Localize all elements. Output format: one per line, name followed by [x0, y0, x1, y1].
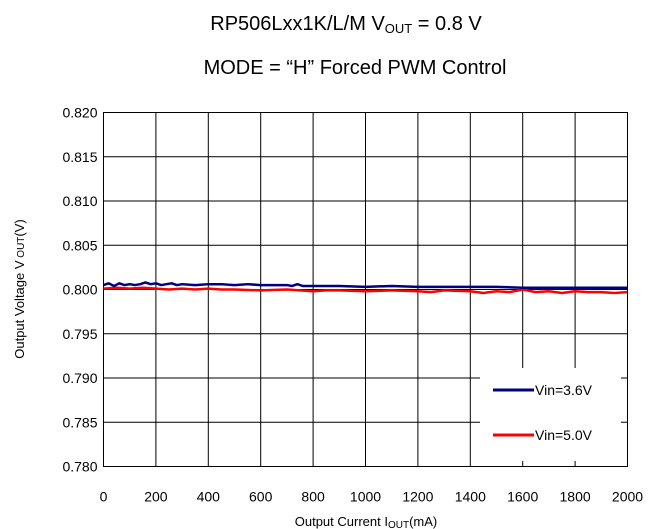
plot-border: [103, 112, 628, 467]
x-tick-label: 1400: [455, 489, 486, 505]
x-tick-label: 800: [301, 489, 325, 505]
chart-title-line2: MODE = “H” Forced PWM Control: [204, 57, 507, 79]
legend: Vin=3.6V Vin=5.0V: [480, 368, 621, 461]
y-tick-labels: 0.820 0.815 0.810 0.805 0.800 0.795 0.790 0.785…: [62, 105, 97, 475]
x-tick-label: 1000: [350, 489, 381, 505]
x-tick-label: 200: [144, 489, 168, 505]
y-tick-label: 0.820: [62, 105, 97, 121]
y-tick-label: 0.795: [62, 326, 97, 342]
y-axis-label-rest: (V): [12, 219, 27, 236]
x-tick-label: 1800: [560, 489, 591, 505]
series-line-2: [103, 286, 628, 295]
y-tick-label: 0.805: [62, 237, 97, 253]
x-tick-label: 400: [197, 489, 221, 505]
series-line-1: [103, 281, 628, 289]
x-axis-label-rest: (mA): [409, 514, 437, 529]
title-main: RP506Lxx1K/L/M: [210, 13, 366, 35]
title-v-sub: OUT: [385, 21, 413, 36]
x-tick-label: 600: [249, 489, 273, 505]
x-tick-label: 2000: [612, 489, 643, 505]
x-tick-labels: 0 200 400 600 800 1000 1200 1400 1600 1800 2000: [100, 489, 644, 505]
chart-title-line1: RP506Lxx1K/L/M VOUT = 0.8 V: [210, 13, 482, 36]
y-tick-label: 0.815: [62, 149, 97, 165]
y-axis-label-sub: OUT: [16, 237, 27, 261]
x-tick-label: 1600: [507, 489, 538, 505]
y-tick-label: 0.780: [62, 459, 97, 475]
y-tick-label: 0.810: [62, 193, 97, 209]
legend-box: [480, 368, 621, 461]
y-axis-label-main: Output Voltage V: [12, 260, 27, 359]
title-v-rest: = 0.8 V: [412, 13, 482, 35]
legend-label-series-2: Vin=5.0V: [535, 427, 593, 443]
y-tick-label: 0.785: [62, 414, 97, 430]
grid: [103, 112, 628, 467]
x-axis-label-main: Output Current I: [295, 514, 388, 529]
y-tick-label: 0.800: [62, 282, 97, 298]
x-tick-label: 0: [100, 489, 108, 505]
x-axis-label-sub: OUT: [388, 520, 409, 529]
x-tick-label: 1200: [402, 489, 433, 505]
y-axis-label: Output Voltage V OUT(V): [12, 219, 27, 359]
title-v: V: [371, 13, 385, 35]
x-axis-label: Output Current IOUT(mA): [295, 514, 438, 529]
y-tick-label: 0.790: [62, 370, 97, 386]
series-group: [103, 281, 628, 295]
legend-label-series-1: Vin=3.6V: [535, 382, 593, 398]
